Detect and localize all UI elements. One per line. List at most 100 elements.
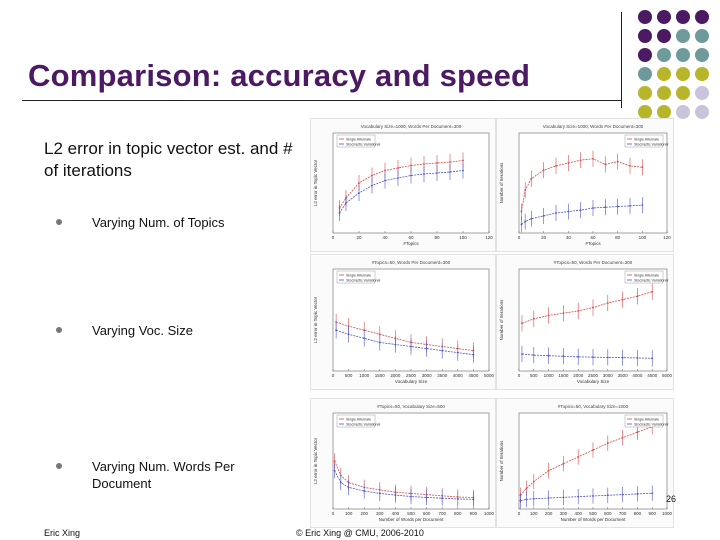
plot-area: [332, 268, 490, 372]
x-tick-label: 400: [574, 511, 582, 516]
data-point: [410, 495, 412, 498]
legend-box: [336, 414, 376, 428]
decor-dot: [657, 105, 671, 119]
legend-label: Stochastic Variational: [634, 143, 668, 147]
x-tick-label: 100: [530, 511, 538, 516]
data-point: [604, 206, 607, 209]
data-point: [636, 431, 639, 434]
data-point: [592, 449, 594, 451]
data-point: [525, 498, 528, 501]
data-point: [621, 298, 624, 301]
x-tick-label: 2500: [406, 373, 417, 378]
data-point: [384, 169, 386, 172]
legend-label: Single Alternate: [346, 274, 371, 278]
x-tick-label: 20: [541, 235, 547, 240]
x-tick-label: 700: [619, 511, 627, 516]
decor-dot: [695, 29, 709, 43]
legend-label: Single Alternate: [346, 418, 371, 422]
decor-dot: [676, 67, 690, 81]
x-tick-label: 700: [438, 511, 446, 516]
x-tick-label: 0: [332, 235, 335, 240]
data-point: [371, 174, 373, 177]
decor-dot: [638, 10, 652, 24]
data-point: [384, 179, 386, 182]
data-point: [394, 343, 397, 346]
y-axis-label: Number of Iterations: [499, 162, 504, 204]
data-point: [441, 497, 444, 500]
data-point: [363, 490, 366, 492]
data-point: [530, 177, 533, 180]
x-axis-label: Vocabulary Size: [577, 379, 610, 384]
data-point: [606, 494, 609, 497]
data-point: [616, 160, 619, 163]
bullet-text: Varying Num. of Topics: [92, 215, 225, 230]
x-tick-label: 0: [332, 373, 335, 378]
data-point: [425, 347, 428, 350]
data-point: [410, 345, 412, 348]
data-point: [333, 460, 336, 462]
decor-dot: [676, 10, 690, 24]
chart-title: #Topics=50, Words Per Document=300: [554, 260, 633, 265]
decor-dot: [695, 86, 709, 100]
chart-title: Vocabulary Size=1000, Words Per Document…: [543, 124, 644, 129]
series-line: [335, 321, 474, 351]
data-point: [606, 302, 609, 304]
legend-box: [624, 270, 664, 284]
x-tick-label: 0: [518, 511, 521, 516]
decor-dot: [638, 86, 652, 100]
series-line: [521, 291, 653, 324]
data-point: [636, 357, 639, 359]
y-axis-label: L2 error in Topic Vector: [313, 159, 318, 206]
legend-label: Stochastic Variational: [634, 279, 668, 283]
data-point: [347, 486, 350, 489]
x-tick-label: 60: [590, 235, 596, 240]
chart-svg: #Topics=50, Words Per Document=300 0 500 10…: [313, 260, 495, 384]
data-point: [378, 341, 381, 344]
data-point: [621, 436, 624, 439]
data-point: [345, 202, 347, 204]
data-point: [532, 480, 535, 483]
x-tick-label: 80: [434, 235, 440, 240]
x-tick-label: 3000: [422, 373, 433, 378]
x-tick-label: 900: [470, 511, 478, 516]
data-point: [641, 166, 644, 169]
data-point: [629, 164, 631, 167]
x-tick-label: 800: [634, 511, 642, 516]
data-point: [547, 354, 550, 357]
x-tick-label: 3500: [618, 373, 629, 378]
decor-dot: [695, 48, 709, 62]
data-point: [456, 351, 459, 354]
legend-label: Stochastic Variational: [346, 143, 380, 147]
data-point: [592, 207, 594, 209]
legend-label: Stochastic Variational: [634, 423, 668, 427]
x-tick-label: 100: [459, 235, 467, 240]
chart-svg: #Topics=50, Vocabulary Size=1000 0 100 200 3…: [499, 404, 673, 522]
x-tick-label: 60: [408, 235, 414, 240]
data-point: [520, 210, 523, 213]
data-point: [547, 469, 550, 472]
y-axis-label: Number of Iterations: [499, 440, 504, 482]
data-point: [462, 159, 464, 162]
data-point: [592, 306, 594, 309]
decor-dot: [657, 10, 671, 24]
data-point: [423, 173, 425, 175]
data-point: [604, 163, 607, 166]
data-point: [562, 312, 565, 315]
x-axis-label: Number of Words per Document: [379, 517, 444, 522]
x-tick-label: 500: [407, 511, 415, 516]
series-line: [521, 353, 653, 359]
data-point: [592, 157, 594, 160]
data-point: [562, 355, 565, 358]
data-point: [436, 162, 438, 164]
x-tick-label: 2500: [588, 373, 599, 378]
x-tick-label: 1000: [484, 511, 495, 516]
data-point: [641, 204, 644, 207]
bullet-text: Varying Num. Words Per Document: [92, 459, 235, 491]
x-tick-label: 500: [345, 373, 353, 378]
bullet-text: Varying Voc. Size: [92, 323, 193, 338]
chart-l2-vs-voc: #Topics=50, Words Per Document=300 0 500 10…: [310, 254, 496, 390]
data-point: [555, 212, 557, 214]
decor-dot: [638, 29, 652, 43]
data-point: [579, 209, 582, 212]
data-point: [397, 167, 399, 169]
